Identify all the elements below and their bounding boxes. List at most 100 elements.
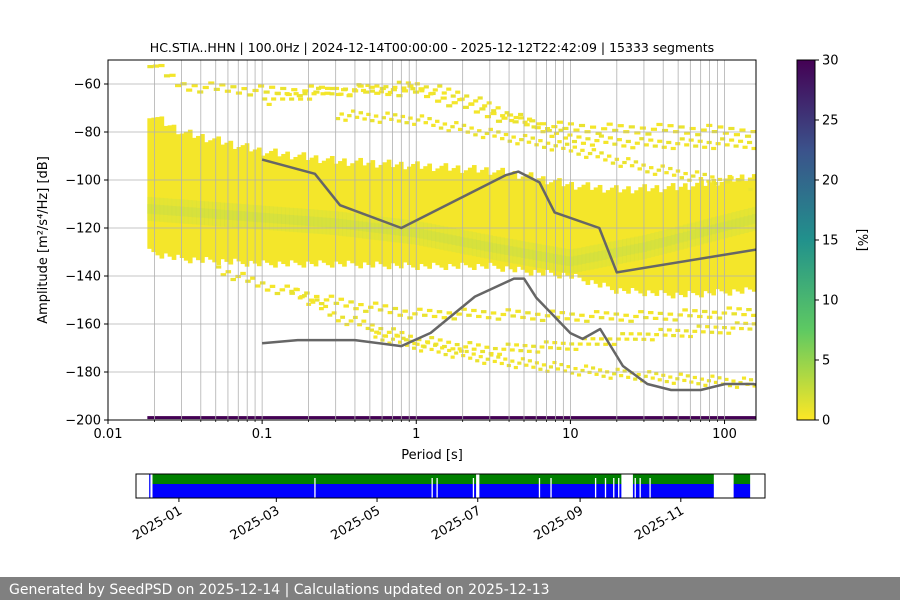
density-cell (275, 92, 281, 96)
density-cell (159, 205, 165, 215)
density-cell (307, 97, 313, 101)
density-cell (147, 65, 154, 69)
density-cell (628, 332, 634, 336)
density-cell (726, 306, 733, 310)
density-cell (441, 316, 448, 320)
density-cell (327, 313, 333, 317)
density-cell (147, 118, 153, 249)
density-cell (670, 146, 676, 151)
density-cell (747, 140, 753, 145)
y-tick-label: −140 (65, 270, 101, 285)
density-cell (557, 254, 562, 265)
density-cell (467, 341, 473, 345)
density-cell (402, 169, 408, 263)
density-cell (689, 126, 696, 131)
density-cell (748, 378, 754, 382)
density-cell (357, 323, 363, 327)
x-tick-label: 0.1 (252, 427, 273, 442)
density-cell (266, 102, 272, 107)
density-cell (468, 356, 473, 360)
density-cell (269, 85, 276, 89)
density-cell (650, 376, 655, 380)
density-cell (467, 238, 473, 249)
density-cell (505, 308, 512, 312)
density-cell (458, 349, 464, 353)
density-cell (429, 336, 435, 340)
density-cell (618, 318, 624, 322)
density-cell (316, 86, 322, 90)
density-cell (408, 334, 413, 338)
density-cell (565, 347, 570, 351)
density-cell (549, 134, 555, 138)
density-cell (224, 142, 230, 262)
density-cell (446, 104, 453, 108)
x-axis-label: Period [s] (401, 448, 463, 463)
density-cell (524, 174, 530, 273)
density-cell (652, 144, 658, 148)
density-cell (633, 160, 639, 164)
density-cell (495, 106, 501, 110)
density-cell (356, 83, 362, 87)
density-cell (545, 369, 550, 373)
density-cell (422, 345, 427, 349)
colorbar-tick-label: 10 (822, 294, 839, 309)
density-cell (419, 114, 425, 118)
density-cell (703, 226, 708, 237)
availability-gap (476, 474, 480, 498)
density-cell (568, 149, 574, 153)
density-cell (335, 319, 341, 323)
density-cell (245, 279, 251, 283)
density-cell (642, 242, 648, 252)
density-cell (314, 298, 320, 302)
density-cell (486, 101, 492, 105)
density-cell (457, 127, 463, 132)
density-cell (671, 173, 677, 177)
density-cell (269, 213, 274, 224)
density-cell (739, 217, 745, 227)
availability-gap (436, 478, 438, 498)
density-cell (522, 343, 528, 348)
density-cell (325, 217, 331, 228)
density-cell (433, 343, 438, 347)
density-cell (293, 215, 299, 225)
density-cell (399, 330, 405, 335)
density-cell (480, 310, 487, 314)
density-cell (344, 322, 350, 327)
density-cell (236, 210, 242, 221)
density-cell (580, 148, 585, 152)
density-cell (354, 220, 359, 231)
density-cell (404, 121, 409, 125)
density-cell (248, 211, 254, 222)
density-cell (391, 327, 396, 331)
density-cell (658, 238, 664, 248)
density-cell (224, 210, 230, 220)
density-cell (540, 251, 546, 262)
density-cell (610, 161, 616, 165)
density-cell (387, 341, 392, 345)
density-cell (443, 233, 449, 244)
density-cell (706, 379, 711, 383)
density-cell (464, 94, 470, 98)
density-cell (475, 343, 481, 347)
density-cell (271, 97, 277, 101)
density-cell (459, 236, 465, 247)
density-cell (662, 237, 668, 247)
density-cell (747, 215, 753, 225)
density-cell (715, 142, 721, 146)
density-cell (678, 372, 683, 376)
density-cell (297, 296, 303, 300)
density-cell (549, 182, 554, 273)
density-cell (539, 345, 545, 349)
density-cell (431, 231, 437, 241)
density-cell (624, 337, 630, 341)
density-cell (679, 334, 685, 338)
density-cell (691, 229, 696, 240)
density-cell (516, 247, 522, 258)
density-cell (657, 311, 664, 315)
density-cell (362, 117, 367, 121)
density-cell (656, 168, 662, 172)
density-cell (556, 346, 562, 350)
density-cell (504, 245, 510, 255)
availability-bars (149, 474, 751, 498)
